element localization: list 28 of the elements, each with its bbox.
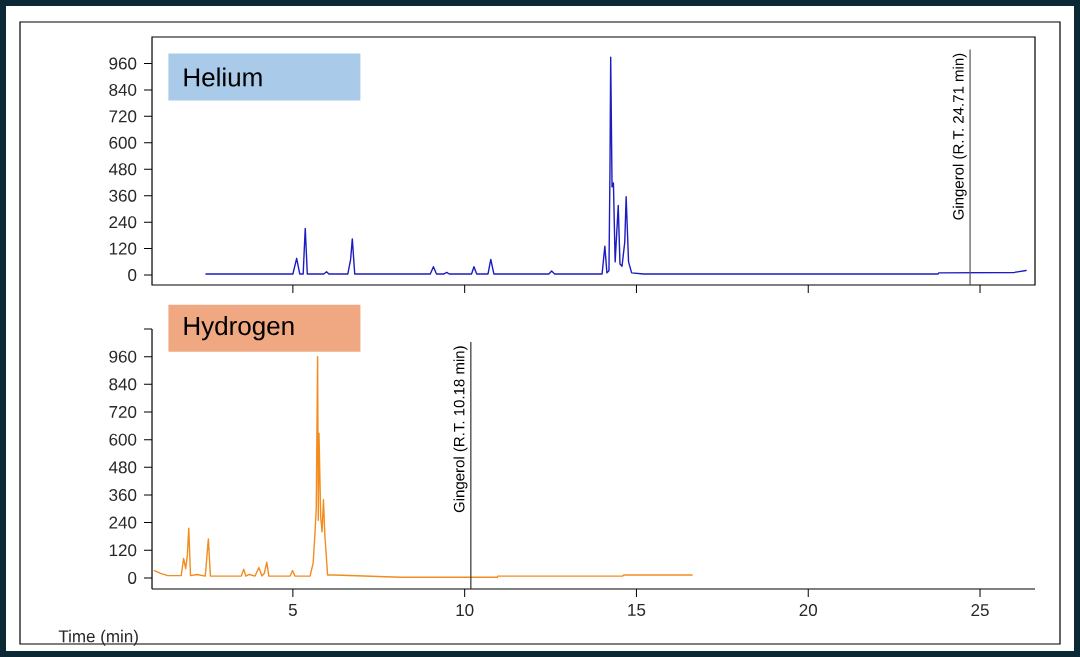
y-tick-label: 840 [109, 83, 137, 96]
x-tick-label: 20 [799, 604, 818, 617]
y-tick-label: 120 [109, 544, 137, 557]
x-tick-label: 5 [288, 604, 297, 616]
y-tick-label: 0 [128, 269, 137, 282]
y-tick-label: 240 [109, 216, 137, 229]
y-tick-label: 240 [109, 516, 137, 529]
y-tick-label: 0 [128, 571, 137, 584]
y-tick-label: 360 [109, 488, 137, 501]
x-axis-title: Time (min) [58, 629, 138, 646]
x-tick-label: 25 [971, 604, 989, 617]
y-tick-label: 960 [109, 57, 137, 70]
y-tick-label: 120 [109, 242, 137, 255]
y-tick-label: 720 [109, 110, 137, 123]
y-tick-label: 720 [109, 405, 137, 418]
chart-title: Hydrogen [184, 316, 294, 341]
y-tick-label: 360 [109, 189, 137, 202]
y-tick-label: 600 [109, 433, 137, 446]
x-tick-label: 10 [456, 604, 474, 617]
ref-line-label: Gingerol (R.T. 24.71 min) [952, 53, 967, 220]
y-tick-label: 840 [109, 378, 137, 391]
x-tick-label: 15 [628, 604, 646, 616]
ref-line-label: Gingerol (R.T. 10.18 min) [453, 346, 468, 513]
chart-title: Helium [184, 67, 262, 87]
y-tick-label: 480 [108, 461, 137, 474]
y-tick-label: 960 [109, 350, 137, 363]
y-tick-label: 480 [108, 163, 137, 176]
y-tick-label: 600 [109, 136, 137, 149]
